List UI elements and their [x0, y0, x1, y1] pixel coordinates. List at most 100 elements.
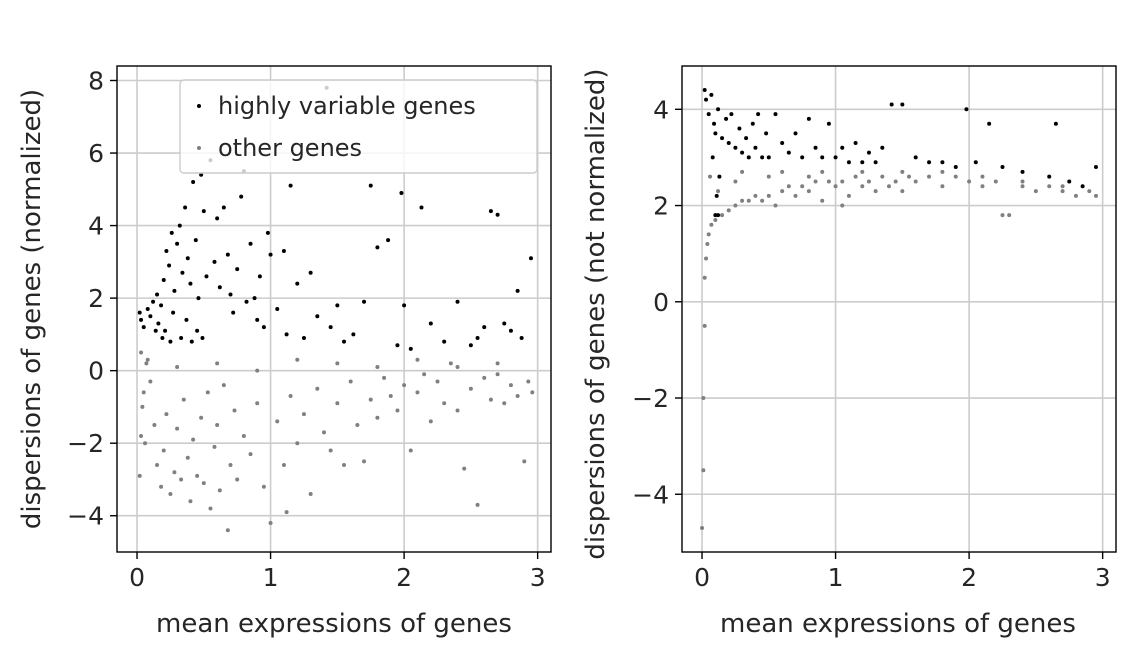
- right-point-other-genes: [773, 203, 778, 208]
- left-x-axis-label: mean expressions of genes: [156, 609, 512, 639]
- left-point-highly-variable-genes: [255, 317, 260, 322]
- right-point-other-genes: [746, 198, 751, 203]
- right-point-other-genes: [766, 193, 771, 198]
- left-point-other-genes: [139, 350, 144, 355]
- left-y-tick-label: 8: [88, 67, 104, 96]
- left-point-highly-variable-genes: [399, 190, 404, 195]
- left-point-highly-variable-genes: [475, 336, 480, 341]
- left-point-other-genes: [143, 441, 148, 446]
- left-point-other-genes: [295, 441, 300, 446]
- right-point-other-genes: [826, 179, 831, 184]
- left-point-highly-variable-genes: [172, 288, 177, 293]
- left-point-highly-variable-genes: [508, 328, 513, 333]
- right-point-other-genes: [753, 193, 758, 198]
- right-point-highly-variable-genes: [724, 116, 729, 121]
- left-point-highly-variable-genes: [168, 339, 173, 344]
- left-point-other-genes: [284, 510, 289, 515]
- left-point-highly-variable-genes: [301, 336, 306, 341]
- right-y-tick-label: −2: [632, 384, 669, 413]
- right-x-axis-label: mean expressions of genes: [720, 609, 1076, 639]
- right-point-other-genes: [720, 213, 725, 218]
- left-point-highly-variable-genes: [295, 281, 300, 286]
- right-point-other-genes: [705, 242, 710, 247]
- left-point-other-genes: [261, 484, 266, 489]
- right-point-highly-variable-genes: [987, 121, 992, 126]
- left-point-highly-variable-genes: [177, 223, 182, 228]
- right-point-other-genes: [740, 169, 745, 174]
- right-point-highly-variable-genes: [964, 107, 969, 112]
- right-y-tick-label: 0: [653, 288, 669, 317]
- right-points: [700, 88, 1098, 530]
- left-point-other-genes: [195, 473, 200, 478]
- left-y-tick-label: 0: [88, 357, 104, 386]
- left-point-other-genes: [255, 368, 260, 373]
- left-point-highly-variable-genes: [265, 230, 270, 235]
- left-point-highly-variable-genes: [185, 256, 190, 261]
- left-point-other-genes: [155, 462, 160, 467]
- left-point-other-genes: [308, 491, 313, 496]
- left-point-highly-variable-genes: [402, 303, 407, 308]
- right-point-other-genes: [820, 169, 825, 174]
- left-point-highly-variable-genes: [179, 336, 184, 341]
- left-point-highly-variable-genes: [428, 321, 433, 326]
- left-point-highly-variable-genes: [519, 336, 524, 341]
- left-point-other-genes: [321, 430, 326, 435]
- left-point-other-genes: [375, 415, 380, 420]
- left-point-highly-variable-genes: [335, 303, 340, 308]
- right-point-other-genes: [1093, 193, 1098, 198]
- right-ticks: 0 1 2 3 −4 −2 0 2 4: [632, 95, 1110, 592]
- right-point-other-genes: [1007, 213, 1012, 218]
- left-point-other-genes: [168, 491, 173, 496]
- right-point-other-genes: [980, 174, 985, 179]
- right-point-highly-variable-genes: [846, 160, 851, 165]
- right-point-other-genes: [967, 179, 972, 184]
- left-point-highly-variable-genes: [159, 303, 164, 308]
- left-point-other-genes: [215, 423, 220, 428]
- left-point-other-genes: [228, 462, 233, 467]
- left-x-tick-label: 0: [129, 563, 145, 592]
- left-point-other-genes: [475, 502, 480, 507]
- left-point-highly-variable-genes: [239, 194, 244, 199]
- left-point-highly-variable-genes: [419, 205, 424, 210]
- left-point-other-genes: [212, 444, 217, 449]
- right-point-highly-variable-genes: [744, 136, 749, 141]
- right-point-highly-variable-genes: [973, 160, 978, 165]
- left-point-highly-variable-genes: [212, 259, 217, 264]
- left-point-highly-variable-genes: [195, 328, 200, 333]
- left-point-other-genes: [301, 412, 306, 417]
- left-y-tick-label: −2: [67, 429, 104, 458]
- right-point-other-genes: [1073, 193, 1078, 198]
- left-point-highly-variable-genes: [137, 310, 142, 315]
- legend: highly variable genes other genes: [179, 79, 538, 174]
- left-point-highly-variable-genes: [167, 263, 172, 268]
- left-point-other-genes: [208, 506, 213, 511]
- left-point-other-genes: [205, 390, 210, 395]
- legend-box: [179, 79, 538, 174]
- right-point-highly-variable-genes: [786, 150, 791, 155]
- left-point-highly-variable-genes: [351, 332, 356, 337]
- right-point-highly-variable-genes: [740, 150, 745, 155]
- left-point-other-genes: [415, 357, 420, 362]
- right-point-highly-variable-genes: [750, 121, 755, 126]
- left-point-other-genes: [482, 375, 487, 380]
- right-point-other-genes: [853, 174, 858, 179]
- left-point-other-genes: [148, 379, 153, 384]
- left-point-highly-variable-genes: [308, 270, 313, 275]
- left-point-highly-variable-genes: [161, 277, 166, 282]
- left-point-highly-variable-genes: [141, 325, 146, 330]
- left-point-highly-variable-genes: [275, 307, 280, 311]
- left-point-other-genes: [268, 520, 273, 525]
- right-point-other-genes: [701, 396, 706, 401]
- right-point-highly-variable-genes: [713, 131, 718, 136]
- left-point-other-genes: [185, 455, 190, 460]
- left-point-highly-variable-genes: [528, 256, 533, 261]
- right-point-highly-variable-genes: [733, 145, 738, 150]
- left-point-other-genes: [175, 426, 180, 431]
- right-point-highly-variable-genes: [706, 112, 711, 117]
- right-point-highly-variable-genes: [780, 140, 785, 145]
- left-point-other-genes: [288, 394, 293, 399]
- left-point-other-genes: [522, 459, 527, 464]
- left-point-other-genes: [139, 433, 144, 438]
